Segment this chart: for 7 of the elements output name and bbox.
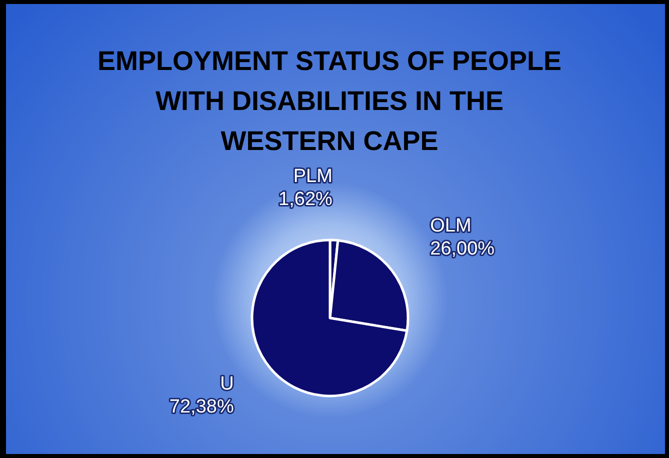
- slice-label: U: [220, 373, 234, 394]
- slice-label: PLM: [293, 166, 332, 188]
- slice-label: OLM: [430, 216, 472, 237]
- data-label: 26,00%: [430, 238, 495, 260]
- data-label: 72,38%: [169, 396, 234, 418]
- chart-title: EMPLOYMENT STATUS OF PEOPLE WITH DISABILITIES IN THE WESTERN CAPE: [97, 46, 562, 156]
- data-label: 1,62%: [278, 189, 333, 210]
